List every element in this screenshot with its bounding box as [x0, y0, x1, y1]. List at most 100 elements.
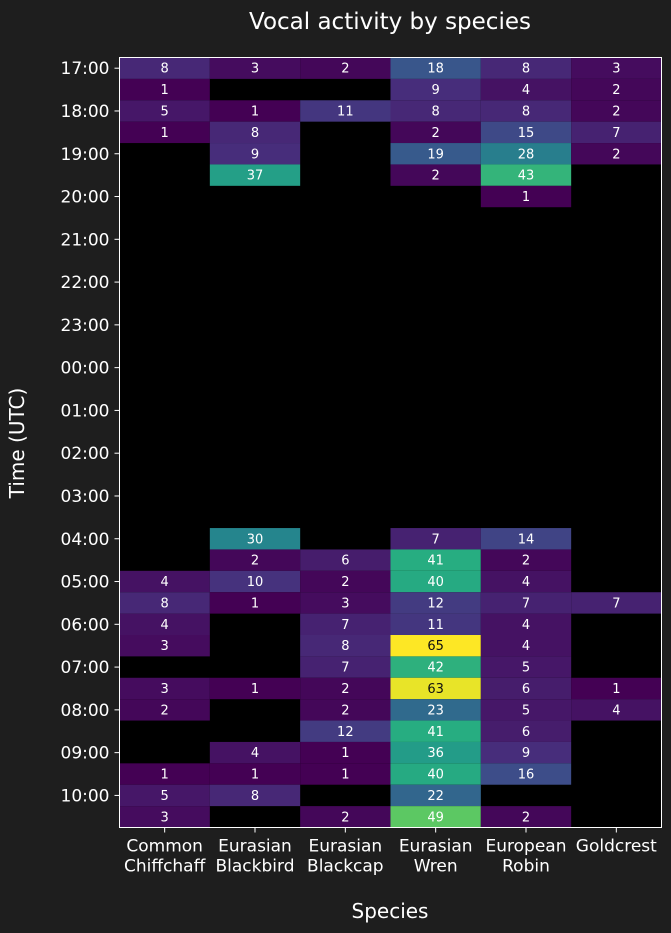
cell-value-label: 28: [518, 147, 535, 162]
cell-value-label: 36: [427, 746, 444, 761]
heatmap-cell: [119, 763, 210, 785]
cell-value-label: 9: [432, 83, 440, 98]
heatmap-cell: [209, 57, 301, 79]
cell-value-label: 11: [427, 618, 444, 633]
heatmap-cell: [390, 635, 481, 657]
heatmap-cell: [390, 720, 481, 742]
heatmap-cell: [209, 528, 301, 550]
heatmap-cell: [480, 656, 572, 678]
heatmap-cell: [209, 741, 301, 764]
cell-value-label: 2: [432, 169, 440, 184]
cell-value-label: 2: [341, 703, 349, 718]
heatmap-cell: [480, 528, 572, 550]
cell-value-label: 2: [522, 810, 530, 825]
cell-value-label: 4: [161, 575, 169, 590]
heatmap-cell: [300, 720, 391, 742]
cell-value-label: 30: [247, 532, 264, 547]
heatmap-cell: [390, 143, 481, 165]
heatmap-cell: [390, 164, 481, 186]
heatmap-cell: [571, 100, 662, 122]
cell-value-label: 6: [341, 554, 349, 569]
heatmap-cell: [119, 677, 210, 700]
heatmap-cell: [300, 57, 391, 79]
heatmap-cell: [300, 613, 391, 635]
cell-value-label: 1: [341, 768, 349, 783]
x-tick-label: Common: [126, 837, 203, 857]
cell-value-label: 1: [251, 768, 259, 783]
x-tick-label: European: [486, 837, 567, 857]
cell-value-label: 7: [432, 532, 440, 547]
cell-value-label: 4: [522, 575, 530, 590]
heatmap-cell: [480, 720, 572, 742]
cell-value-label: 2: [432, 126, 440, 141]
cell-value-label: 43: [518, 169, 535, 184]
cell-value-label: 4: [522, 618, 530, 633]
y-tick-label: 19:00: [61, 145, 110, 165]
cell-value-label: 37: [247, 169, 264, 184]
cell-value-label: 2: [612, 147, 620, 162]
heatmap-cell: [571, 143, 662, 165]
x-tick-label: Blackbird: [216, 857, 295, 877]
cell-value-label: 63: [427, 682, 444, 697]
cell-value-label: 9: [522, 746, 530, 761]
x-tick-label: Blackcap: [307, 857, 384, 877]
heatmap-cell: [209, 100, 301, 122]
heatmap-cell: [480, 164, 572, 186]
heatmap-cell: [209, 677, 301, 700]
heatmap-cell: [480, 143, 572, 165]
y-tick-label: 21:00: [61, 230, 110, 250]
y-tick-label: 08:00: [61, 701, 110, 721]
heatmap-cell: [571, 699, 662, 721]
cell-value-label: 9: [251, 147, 259, 162]
cell-value-label: 8: [522, 62, 530, 77]
y-tick-label: 17:00: [61, 59, 110, 79]
heatmap-cell: [390, 806, 481, 828]
cell-value-label: 7: [612, 126, 620, 141]
cell-value-label: 3: [161, 682, 169, 697]
heatmap-cell: [300, 100, 391, 122]
cell-value-label: 19: [427, 147, 444, 162]
cell-value-label: 3: [251, 62, 259, 77]
cell-value-label: 2: [341, 810, 349, 825]
heatmap-cell: [300, 677, 391, 700]
heatmap-cell: [209, 763, 301, 785]
heatmap-cell: [480, 592, 572, 614]
cell-value-label: 5: [522, 703, 530, 718]
heatmap-cell: [390, 570, 481, 593]
cell-value-label: 40: [427, 575, 444, 590]
cell-value-label: 2: [341, 575, 349, 590]
y-tick-label: 10:00: [61, 786, 110, 806]
heatmap-cell: [480, 78, 572, 101]
cell-value-label: 1: [341, 746, 349, 761]
heatmap-cell: [209, 592, 301, 614]
heatmap-cell: [300, 635, 391, 657]
heatmap-cell: [119, 699, 210, 721]
plot-frame: [119, 57, 662, 828]
cell-value-label: 4: [161, 618, 169, 633]
y-tick-label: 03:00: [61, 487, 110, 507]
cell-value-label: 23: [427, 703, 444, 718]
cell-value-label: 42: [427, 661, 444, 676]
heatmap-cell: [300, 699, 391, 721]
heatmap-cell: [119, 592, 210, 614]
cell-value-label: 7: [612, 596, 620, 611]
heatmap-cell: [480, 635, 572, 657]
heatmap-cell: [300, 741, 391, 764]
cell-value-label: 5: [161, 104, 169, 119]
cell-value-label: 1: [161, 126, 169, 141]
chart-title: Vocal activity by species: [249, 9, 531, 35]
x-tick-label: Eurasian: [308, 837, 382, 857]
heatmap-cell: [571, 592, 662, 614]
heatmap-cell: [480, 763, 572, 785]
cell-value-label: 6: [522, 725, 530, 740]
x-tick-label: Chiffchaff: [124, 857, 207, 877]
cell-value-label: 1: [161, 83, 169, 98]
cell-value-label: 4: [522, 83, 530, 98]
cell-value-label: 5: [522, 661, 530, 676]
heatmap-cell: [119, 784, 210, 807]
cell-value-label: 1: [161, 768, 169, 783]
x-tick-label: Eurasian: [399, 837, 473, 857]
cell-value-label: 41: [427, 725, 444, 740]
heatmap-cell: [480, 185, 572, 208]
